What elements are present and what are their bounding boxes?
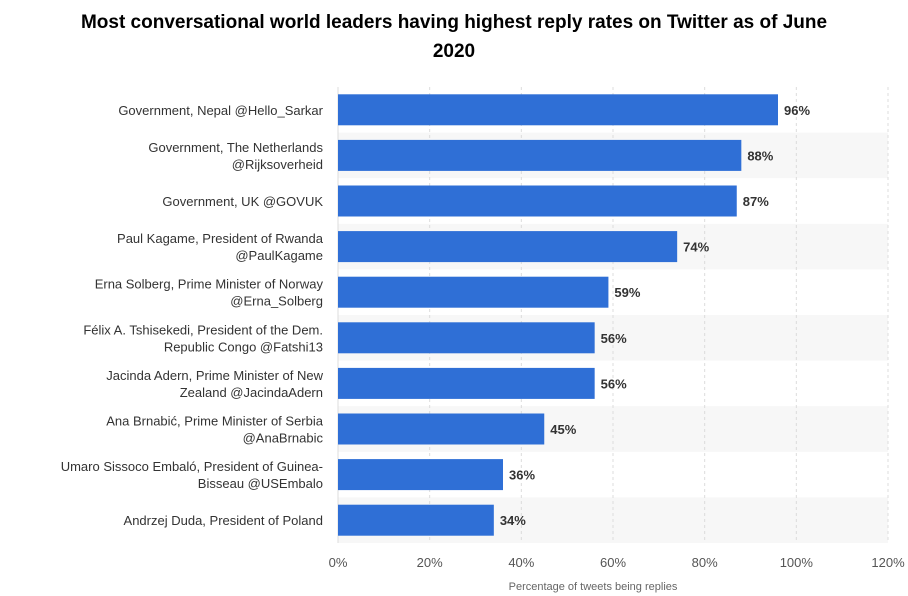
- x-tick-label: 80%: [692, 555, 718, 570]
- category-label: Paul Kagame, President of Rwanda @PaulKag…: [117, 231, 324, 263]
- value-label: 59%: [614, 285, 640, 300]
- x-tick-label: 20%: [417, 555, 443, 570]
- value-label: 87%: [743, 194, 769, 209]
- x-tick-label: 40%: [508, 555, 534, 570]
- bars: [338, 94, 778, 536]
- x-tick-label: 100%: [780, 555, 814, 570]
- value-label: 88%: [747, 148, 773, 163]
- bar: [338, 413, 545, 445]
- value-label: 74%: [683, 240, 709, 255]
- value-label: 96%: [784, 103, 810, 118]
- bar: [338, 139, 742, 171]
- value-label: 36%: [509, 468, 535, 483]
- bar: [338, 276, 609, 308]
- value-label: 45%: [550, 422, 576, 437]
- chart-title: Most conversational world leaders having…: [80, 12, 828, 62]
- bar: [338, 185, 737, 217]
- bar: [338, 367, 595, 399]
- category-label: Government, UK @GOVUK: [162, 194, 323, 209]
- category-label: Félix A. Tshisekedi, President of the De…: [83, 322, 323, 354]
- bar: [338, 322, 595, 354]
- x-tick-label: 60%: [600, 555, 626, 570]
- category-labels: Government, Nepal @Hello_Sarkar Governmen…: [61, 103, 324, 528]
- category-label: Jacinda Adern, Prime Minister of New Zeal…: [106, 368, 323, 400]
- category-label: Government, Nepal @Hello_Sarkar: [118, 103, 323, 118]
- category-label: Andrzej Duda, President of Poland: [124, 513, 323, 528]
- x-axis-title: Percentage of tweets being replies: [509, 581, 678, 593]
- value-label: 34%: [500, 513, 526, 528]
- bar: [338, 459, 503, 491]
- value-labels: 96% 88% 87% 74% 59% 56% 56% 45% 36% 34%: [500, 103, 811, 528]
- bar: [338, 94, 778, 126]
- bar: [338, 504, 494, 536]
- value-label: 56%: [601, 376, 627, 391]
- category-label: Erna Solberg, Prime Minister of Norway @E…: [95, 277, 324, 309]
- gridlines: [337, 87, 889, 543]
- x-tick-label: 120%: [871, 555, 905, 570]
- value-label: 56%: [601, 331, 627, 346]
- x-tick-label: 0%: [329, 555, 348, 570]
- bar: [338, 231, 678, 263]
- x-tick-labels: 0% 20% 40% 60% 80% 100% 120%: [329, 555, 905, 570]
- category-label: Umaro Sissoco Embaló, President of Guine…: [61, 459, 323, 491]
- category-label: Government, The Netherlands @Rijksoverhei…: [148, 140, 323, 172]
- category-label: Ana Brnabić, Prime Minister of Serbia @An…: [106, 414, 324, 446]
